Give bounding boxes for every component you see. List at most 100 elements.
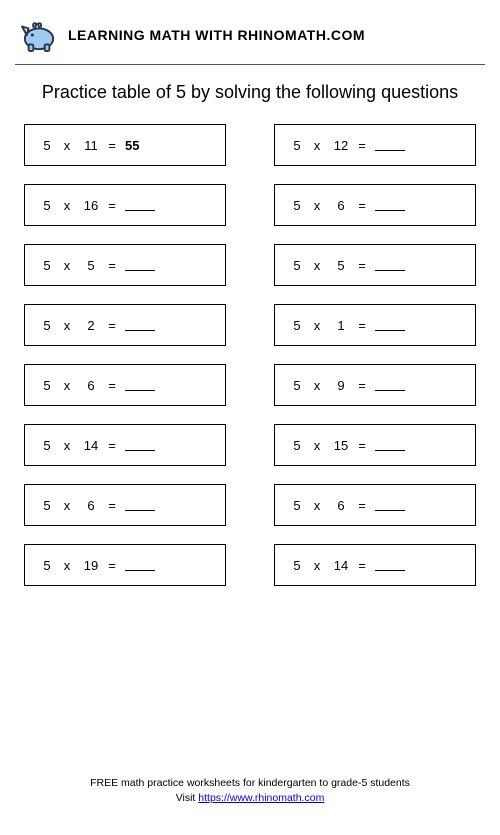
operator: x [55, 558, 79, 573]
equals-sign: = [103, 498, 121, 513]
operand-b: 15 [329, 438, 353, 453]
operand-b: 2 [79, 318, 103, 333]
question-box: 5x16= [24, 184, 226, 226]
operand-b: 11 [79, 138, 103, 153]
operand-a: 5 [39, 318, 55, 333]
question-box: 5x19= [24, 544, 226, 586]
header-divider [15, 64, 485, 65]
operand-b: 6 [79, 498, 103, 513]
operator: x [305, 198, 329, 213]
operand-b: 1 [329, 318, 353, 333]
operator: x [305, 318, 329, 333]
equals-sign: = [103, 438, 121, 453]
equals-sign: = [103, 258, 121, 273]
operand-b: 16 [79, 198, 103, 213]
operand-a: 5 [39, 498, 55, 513]
equals-sign: = [353, 318, 371, 333]
page-footer: FREE math practice worksheets for kinder… [0, 776, 500, 808]
operand-a: 5 [289, 438, 305, 453]
question-box: 5x6= [24, 364, 226, 406]
answer-blank[interactable] [125, 319, 155, 331]
answer-blank[interactable] [125, 499, 155, 511]
operand-a: 5 [289, 378, 305, 393]
answer-blank[interactable] [125, 259, 155, 271]
operand-b: 6 [79, 378, 103, 393]
equals-sign: = [353, 438, 371, 453]
answer-blank[interactable] [375, 439, 405, 451]
equals-sign: = [353, 138, 371, 153]
answer-blank[interactable] [125, 199, 155, 211]
footer-prefix: Visit [176, 792, 199, 804]
operator: x [305, 138, 329, 153]
operand-a: 5 [39, 258, 55, 273]
operator: x [55, 498, 79, 513]
questions-grid: 5x11=555x12=5x16=5x6=5x5=5x5=5x2=5x1=5x6… [20, 124, 480, 586]
equals-sign: = [103, 378, 121, 393]
operand-a: 5 [289, 498, 305, 513]
equals-sign: = [353, 258, 371, 273]
operand-a: 5 [39, 138, 55, 153]
footer-line-1: FREE math practice worksheets for kinder… [0, 776, 500, 792]
operator: x [305, 438, 329, 453]
operand-b: 6 [329, 498, 353, 513]
operand-b: 5 [79, 258, 103, 273]
answer-blank[interactable] [125, 439, 155, 451]
answer-blank[interactable] [375, 559, 405, 571]
equals-sign: = [353, 378, 371, 393]
instruction-text: Practice table of 5 by solving the follo… [40, 81, 460, 104]
answer-blank[interactable] [375, 199, 405, 211]
operator: x [55, 318, 79, 333]
equals-sign: = [353, 198, 371, 213]
answer-blank[interactable] [375, 319, 405, 331]
answer-blank[interactable] [375, 259, 405, 271]
footer-line-2: Visit https://www.rhinomath.com [0, 791, 500, 807]
operator: x [55, 198, 79, 213]
answer-blank[interactable] [375, 379, 405, 391]
operand-a: 5 [39, 438, 55, 453]
answer-value: 55 [121, 138, 151, 153]
operand-a: 5 [289, 138, 305, 153]
operator: x [55, 258, 79, 273]
operand-b: 5 [329, 258, 353, 273]
answer-blank[interactable] [375, 499, 405, 511]
operand-b: 12 [329, 138, 353, 153]
question-box: 5x6= [274, 184, 476, 226]
equals-sign: = [103, 318, 121, 333]
question-box: 5x5= [24, 244, 226, 286]
operand-a: 5 [39, 558, 55, 573]
equals-sign: = [353, 498, 371, 513]
question-box: 5x1= [274, 304, 476, 346]
question-box: 5x12= [274, 124, 476, 166]
operator: x [55, 138, 79, 153]
operand-a: 5 [289, 198, 305, 213]
operator: x [55, 438, 79, 453]
question-box: 5x6= [24, 484, 226, 526]
operand-b: 19 [79, 558, 103, 573]
operand-b: 9 [329, 378, 353, 393]
question-box: 5x14= [274, 544, 476, 586]
footer-link[interactable]: https://www.rhinomath.com [198, 792, 324, 804]
operand-a: 5 [39, 378, 55, 393]
operator: x [305, 558, 329, 573]
operator: x [305, 258, 329, 273]
equals-sign: = [103, 198, 121, 213]
question-box: 5x9= [274, 364, 476, 406]
question-box: 5x14= [24, 424, 226, 466]
answer-blank[interactable] [125, 379, 155, 391]
rhino-logo-icon [20, 18, 58, 52]
page-header: LEARNING MATH WITH RHINOMATH.COM [20, 18, 480, 64]
operand-b: 14 [79, 438, 103, 453]
operator: x [305, 378, 329, 393]
question-box: 5x11=55 [24, 124, 226, 166]
equals-sign: = [103, 558, 121, 573]
operand-a: 5 [39, 198, 55, 213]
answer-blank[interactable] [375, 139, 405, 151]
operator: x [305, 498, 329, 513]
equals-sign: = [353, 558, 371, 573]
operand-b: 14 [329, 558, 353, 573]
question-box: 5x15= [274, 424, 476, 466]
operator: x [55, 378, 79, 393]
equals-sign: = [103, 138, 121, 153]
question-box: 5x6= [274, 484, 476, 526]
answer-blank[interactable] [125, 559, 155, 571]
